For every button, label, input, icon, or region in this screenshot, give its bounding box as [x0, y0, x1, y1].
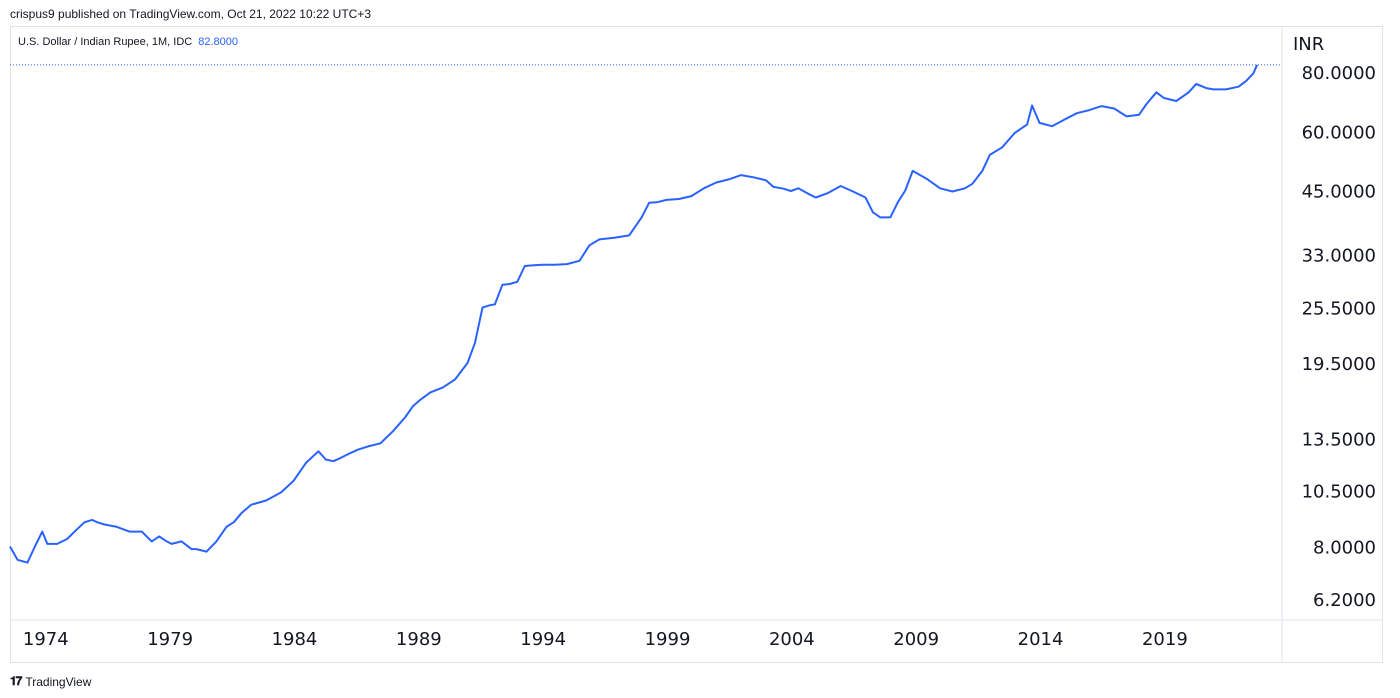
time-tick-label: 2009	[893, 629, 939, 650]
price-tick-label: 8.0000	[1313, 537, 1376, 558]
usd-inr-line-series	[9, 64, 1259, 564]
tradingview-logo-icon: 𝟏𝟕	[10, 674, 22, 688]
time-tick-label: 2019	[1142, 629, 1188, 650]
price-tick-label: 25.5000	[1302, 299, 1376, 320]
time-axis[interactable]: 1974 1979 1984 1989 1994 1999 2004 2009 2014 2019	[23, 629, 1188, 650]
brand-name: TradingView	[25, 674, 92, 689]
price-tick-label: 6.2000	[1313, 590, 1376, 611]
price-tick-label: 80.0000	[1302, 63, 1376, 84]
price-tick-label: 45.0000	[1302, 182, 1376, 203]
price-tick-label: 60.0000	[1302, 122, 1376, 143]
time-tick-label: 2004	[769, 629, 815, 650]
time-tick-label: 1984	[272, 629, 318, 650]
time-tick-label: 1994	[520, 629, 566, 650]
price-axis[interactable]: 80.0000 60.0000 45.0000 33.0000 25.5000 19.50…	[1302, 63, 1376, 611]
symbol-legend: U.S. Dollar / Indian Rupee, 1M, IDC 82.80…	[18, 36, 238, 48]
time-tick-label: 2014	[1018, 629, 1064, 650]
price-tick-label: 10.5000	[1302, 481, 1376, 502]
time-tick-label: 1999	[645, 629, 691, 650]
time-tick-label: 1979	[147, 629, 193, 650]
chart-frame	[10, 26, 1383, 663]
time-tick-label: 1989	[396, 629, 442, 650]
price-tick-label: 33.0000	[1302, 245, 1376, 266]
footer-brand[interactable]: 𝟏𝟕 TradingView	[10, 674, 91, 689]
last-value: 82.8000	[198, 36, 239, 48]
price-axis-unit: INR	[1293, 34, 1324, 55]
symbol-title: U.S. Dollar / Indian Rupee, 1M, IDC	[18, 36, 193, 48]
price-tick-label: 13.5000	[1302, 430, 1376, 451]
time-tick-label: 1974	[23, 629, 69, 650]
price-tick-label: 19.5000	[1302, 354, 1376, 375]
publisher-caption: crispus9 published on TradingView.com, O…	[10, 7, 371, 21]
